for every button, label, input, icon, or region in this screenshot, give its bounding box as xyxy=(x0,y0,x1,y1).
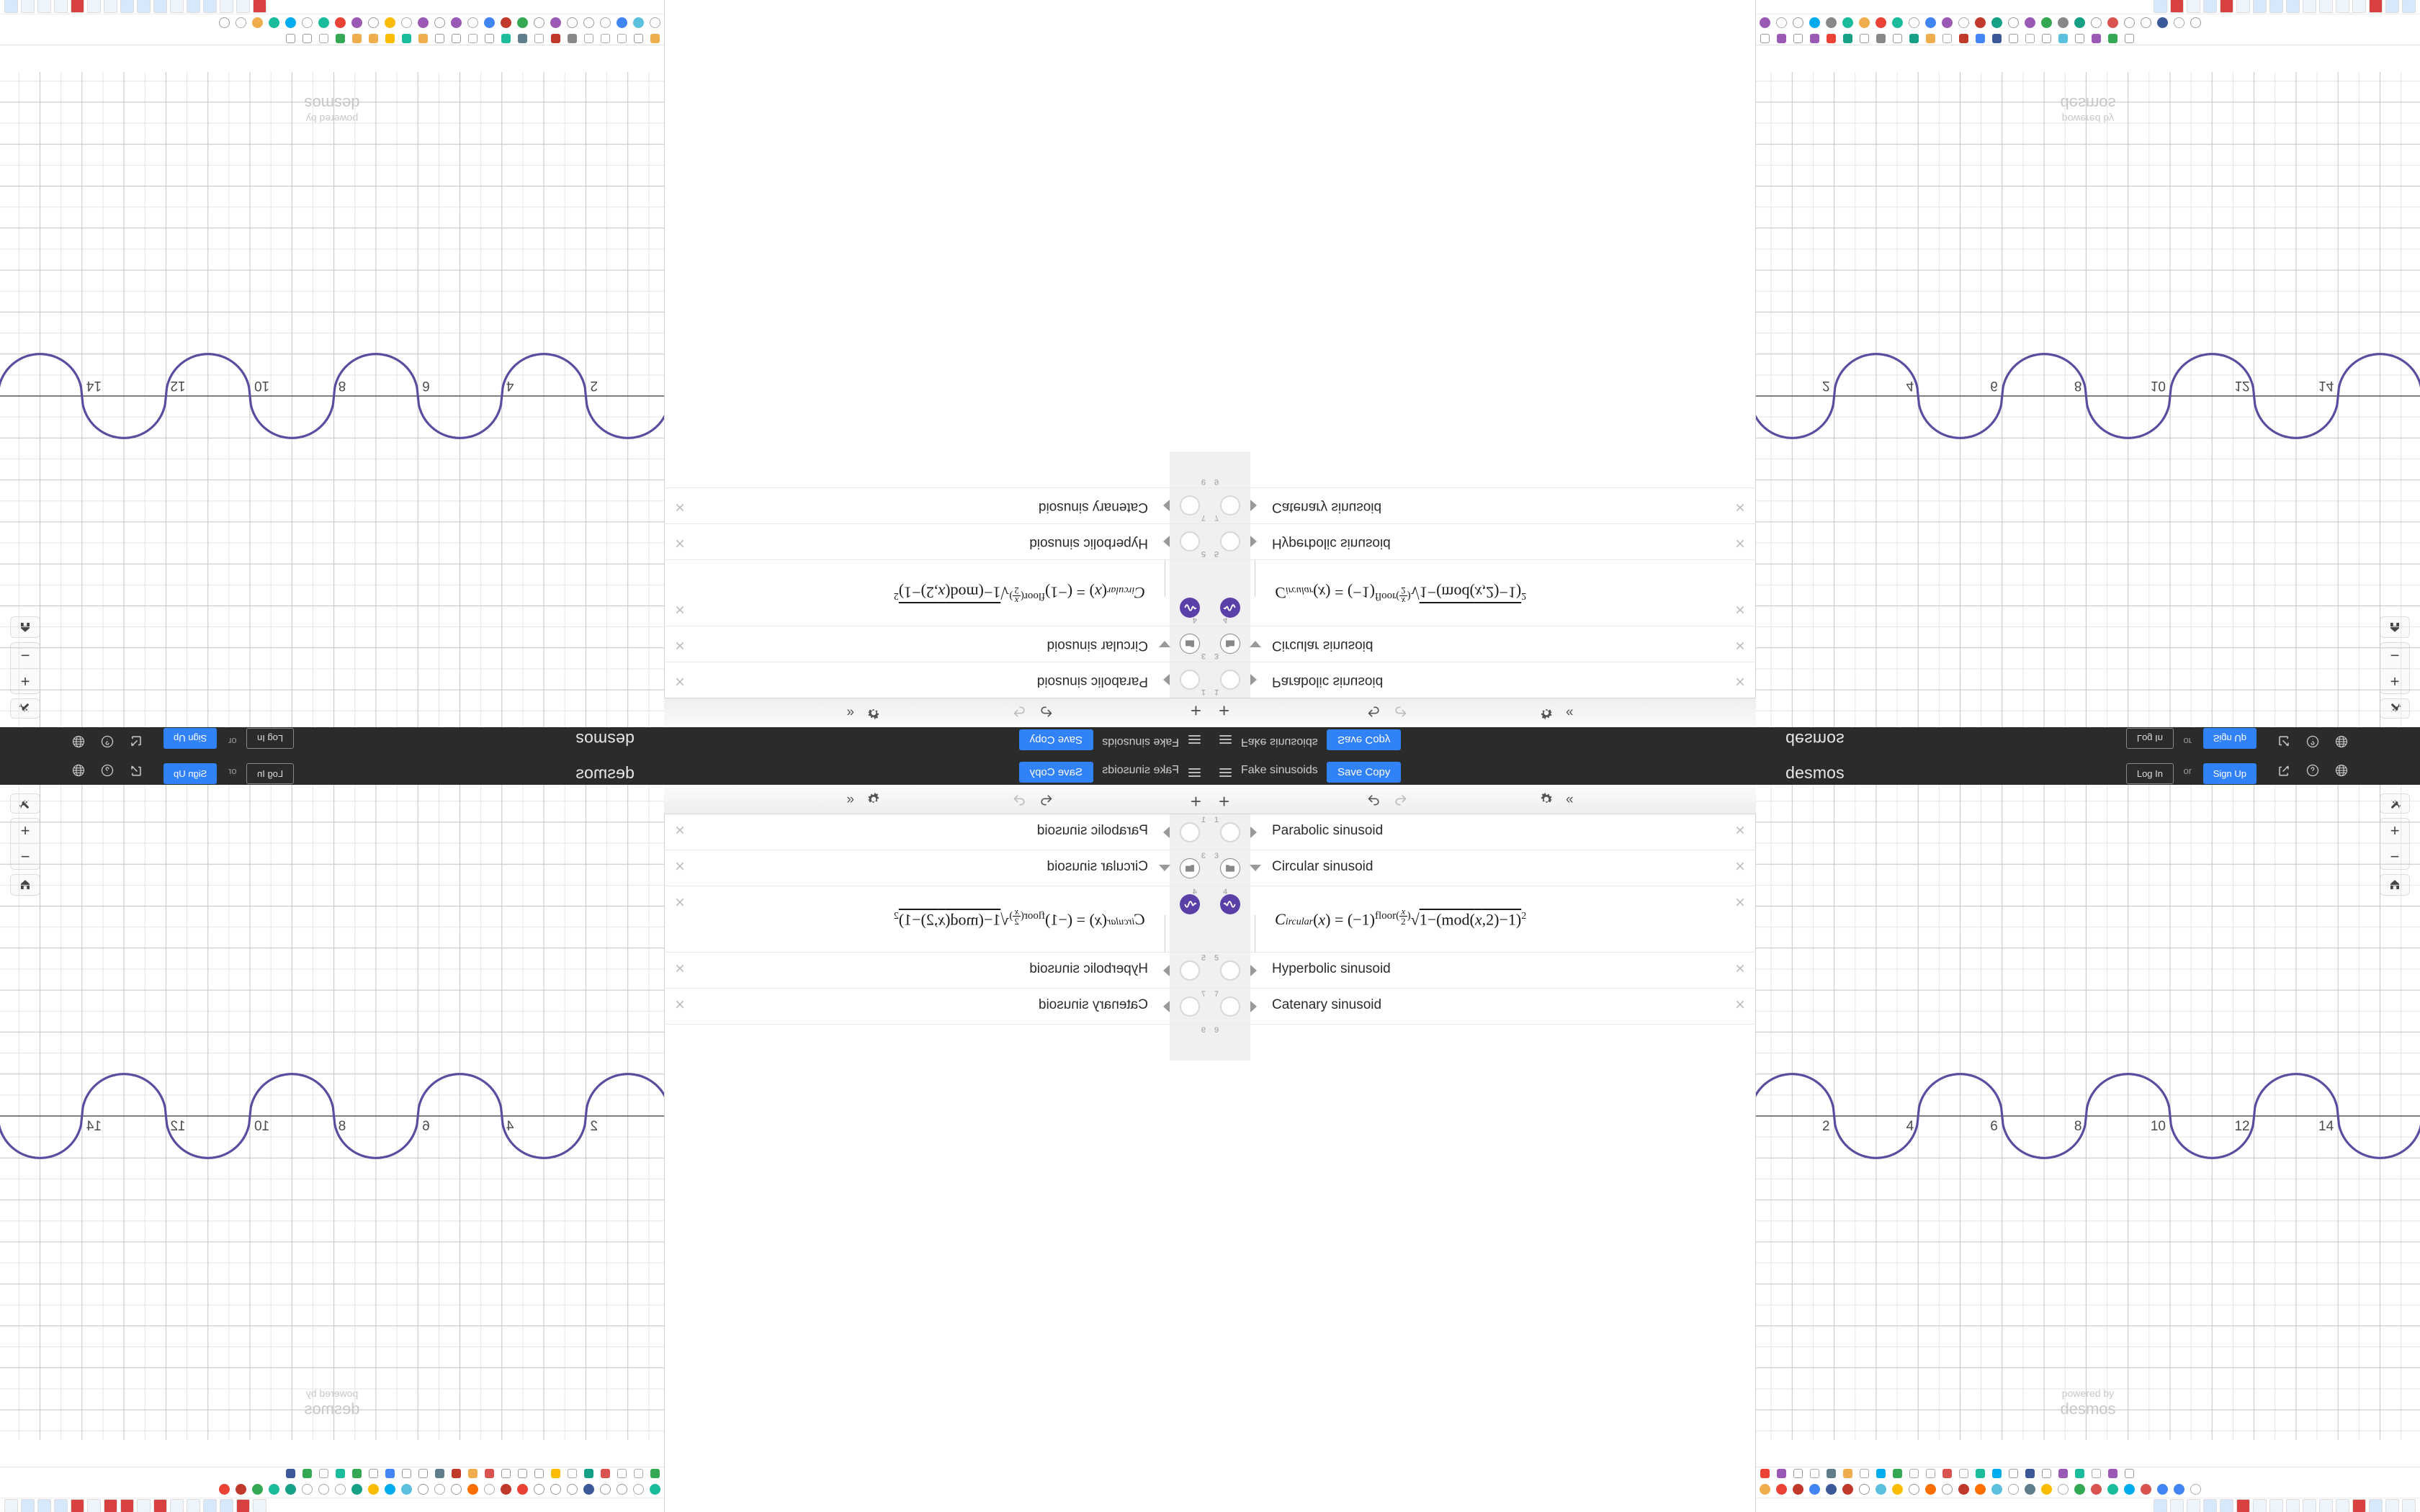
svg-text:10: 10 xyxy=(254,1119,269,1134)
svg-text:4: 4 xyxy=(1906,1119,1914,1134)
svg-text:6: 6 xyxy=(422,1119,430,1134)
svg-text:12: 12 xyxy=(2234,378,2249,393)
svg-text:14: 14 xyxy=(86,1119,102,1134)
svg-text:8: 8 xyxy=(2074,378,2082,393)
svg-text:12: 12 xyxy=(2234,1119,2249,1134)
svg-text:2: 2 xyxy=(1822,378,1830,393)
svg-text:8: 8 xyxy=(2074,1119,2082,1134)
svg-text:14: 14 xyxy=(2318,378,2334,393)
svg-text:14: 14 xyxy=(2318,1119,2334,1134)
svg-text:10: 10 xyxy=(2151,1119,2166,1134)
svg-text:14: 14 xyxy=(86,378,102,393)
svg-text:12: 12 xyxy=(170,378,185,393)
svg-text:10: 10 xyxy=(254,378,269,393)
svg-text:2: 2 xyxy=(590,378,598,393)
svg-text:12: 12 xyxy=(170,1119,185,1134)
svg-text:2: 2 xyxy=(590,1119,598,1134)
svg-text:6: 6 xyxy=(1990,1119,1998,1134)
svg-text:8: 8 xyxy=(339,1119,346,1134)
svg-text:10: 10 xyxy=(2151,378,2166,393)
svg-text:4: 4 xyxy=(506,1119,514,1134)
svg-text:4: 4 xyxy=(1906,378,1914,393)
svg-text:6: 6 xyxy=(422,378,430,393)
svg-text:4: 4 xyxy=(506,378,514,393)
svg-text:6: 6 xyxy=(1990,378,1998,393)
svg-text:2: 2 xyxy=(1822,1119,1830,1134)
svg-text:8: 8 xyxy=(339,378,346,393)
